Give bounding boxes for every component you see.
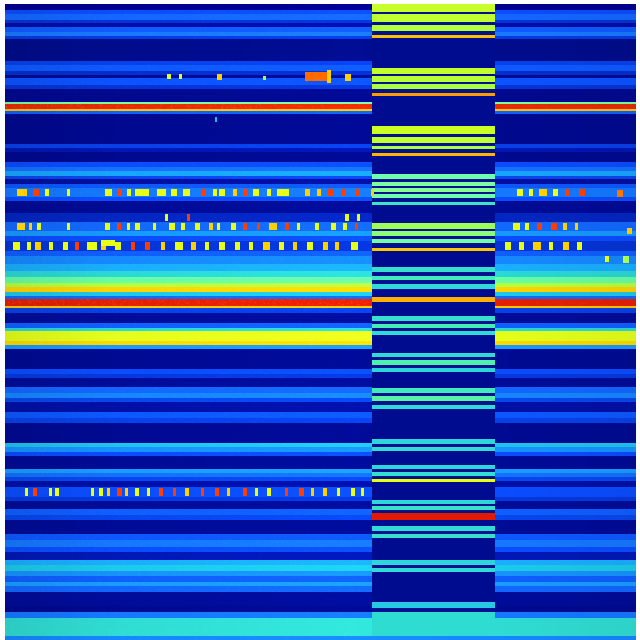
heatmap-plot-area[interactable] bbox=[5, 4, 636, 640]
heatmap-noise-texture bbox=[5, 4, 636, 640]
